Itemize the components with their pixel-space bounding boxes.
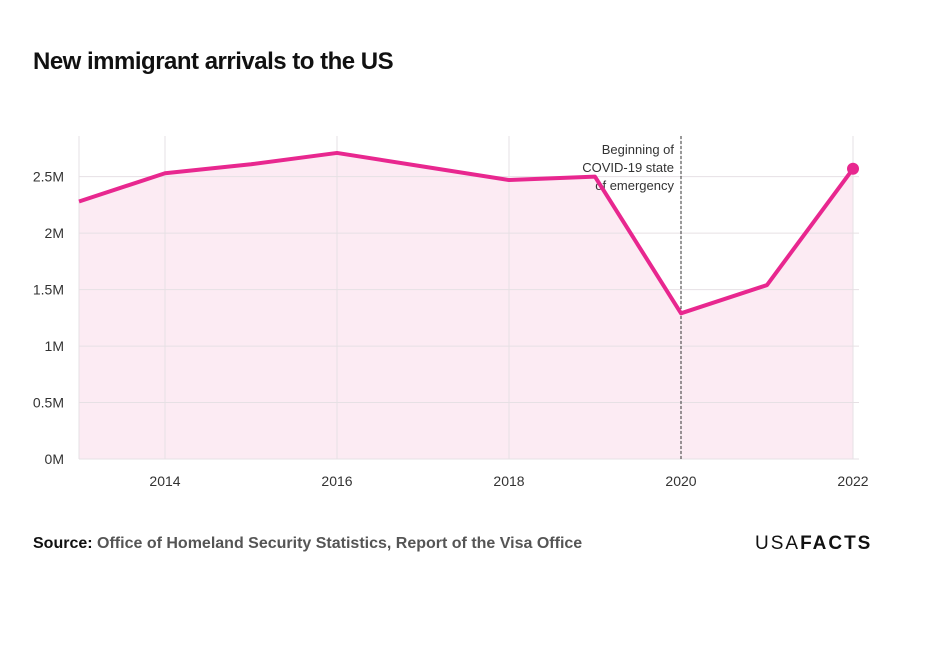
usafacts-logo: USAFACTS [755,533,872,555]
data-point [847,162,859,175]
x-tick-label: 2018 [493,473,524,489]
logo-bold: FACTS [800,533,873,554]
x-tick-label: 2022 [837,473,868,489]
source-text: Office of Homeland Security Statistics, … [97,535,583,552]
chart-title: New immigrant arrivals to the US [33,48,394,75]
source-label: Source: [33,535,93,552]
x-tick-label: 2020 [665,473,696,489]
source-note: Source: Office of Homeland Security Stat… [33,535,582,553]
y-tick-label: 2M [45,225,64,241]
y-tick-label: 2.5M [33,169,64,185]
annotation-text: Beginning of [602,142,675,157]
x-tick-label: 2016 [321,473,352,489]
logo-light: USA [755,533,801,554]
y-tick-label: 0M [45,451,64,467]
area-fill [79,152,853,460]
annotation-text: COVID-19 state [582,160,674,175]
y-tick-label: 1M [45,338,64,354]
y-tick-label: 1.5M [33,282,64,298]
annotation-text: of emergency [595,178,674,193]
x-tick-label: 2014 [149,473,180,489]
y-tick-label: 0.5M [33,395,64,411]
series-line [78,150,855,316]
